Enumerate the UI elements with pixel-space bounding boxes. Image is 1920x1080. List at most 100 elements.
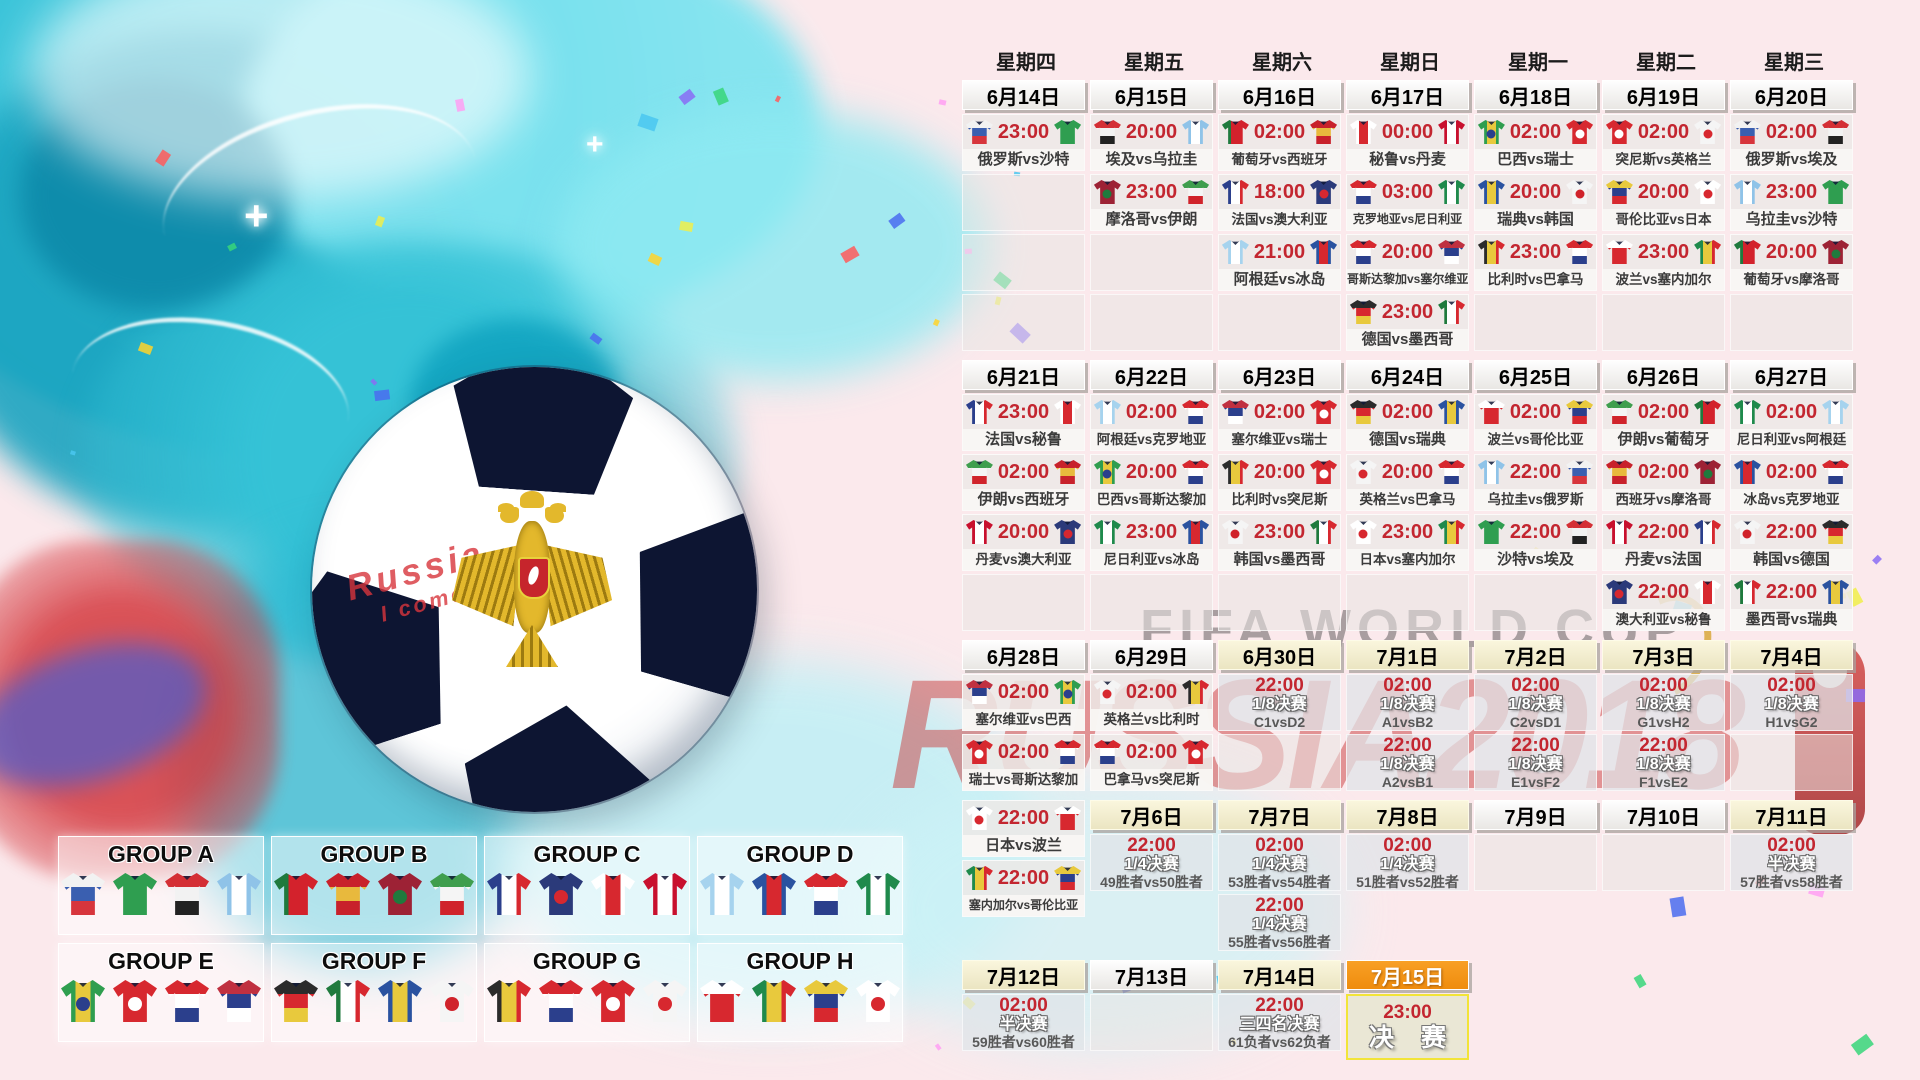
empty-cell: [1730, 294, 1853, 351]
team-shirt-icon: [591, 980, 635, 1022]
knockout-stage-label: 半决赛: [1767, 856, 1816, 873]
final-label: 决 赛: [1369, 1023, 1456, 1052]
date-pill: 6月29日: [1090, 640, 1213, 670]
date-pill: 7月2日: [1474, 640, 1597, 670]
shirt-collar: [1318, 240, 1329, 245]
shirt-badge: [1614, 589, 1624, 599]
knockout-teams-label: 61负者vs62负者: [1228, 1034, 1331, 1050]
team-shirt-icon: [1733, 400, 1761, 424]
crest-shield: [518, 557, 550, 599]
match-time: 22:00: [1509, 460, 1562, 483]
match-time: 02:00: [1125, 680, 1178, 703]
group-shirts-row: [272, 980, 476, 1022]
team-shirt-icon: [1349, 400, 1377, 424]
knockout-teams-label: 59胜者vs60胜者: [972, 1034, 1075, 1050]
weekday-label: 星期日: [1380, 52, 1440, 74]
group-label: GROUP D: [746, 841, 854, 867]
team-shirt-icon: [804, 873, 848, 915]
team-shirt-icon: [1182, 180, 1210, 204]
team-shirt-icon: [1438, 180, 1466, 204]
match-row: 20:00: [1475, 175, 1596, 209]
shirt-collar: [1486, 180, 1497, 185]
team-shirt-icon: [1438, 400, 1466, 424]
match-time: 02:00: [1125, 400, 1178, 423]
crest-horse: [526, 565, 541, 586]
date-pill: 7月13日: [1090, 960, 1213, 990]
shirt-collar: [128, 980, 142, 987]
shirt-collar: [1446, 240, 1457, 245]
match-row: 22:00: [1475, 455, 1596, 489]
match-row: 23:00: [1091, 175, 1212, 209]
shirt-badge: [1358, 469, 1368, 479]
team-shirt-icon: [539, 980, 583, 1022]
shirt-collar: [1702, 460, 1713, 465]
team-shirt-icon: [430, 980, 474, 1022]
match-teams-label: 日本vs波兰: [963, 835, 1084, 856]
shirt-collar: [658, 980, 672, 987]
team-shirt-icon: [1093, 520, 1121, 544]
calendar-section: 22:00 日本vs波兰 22:00 塞内加尔vs哥伦比亚 7月6日 22:00 1/4决赛…: [962, 800, 1862, 954]
match-cell: 22:00 韩国vs德国: [1730, 514, 1853, 571]
match-row: 02:00: [1091, 675, 1212, 709]
match-cell: 02:00 巴西vs瑞士: [1474, 114, 1597, 171]
white-foam-blob: [30, 0, 530, 200]
knockout-teams-label: 49胜者vs50胜者: [1100, 874, 1203, 890]
team-shirt-icon: [1093, 400, 1121, 424]
team-shirt-icon: [1733, 240, 1761, 264]
shirt-collar: [1574, 460, 1585, 465]
empty-cell: [1474, 294, 1597, 351]
match-teams-label: 德国vs瑞典: [1347, 429, 1468, 450]
calendar-day-column: 6月19日 02:00 突尼斯vs英格兰 20:00 哥伦比亚vs日本 23:00 波兰vs…: [1602, 80, 1730, 354]
calendar-day-column: 6月23日 02:00 塞尔维亚vs瑞士 20:00 比利时vs突尼斯 23:00 韩国vs…: [1218, 360, 1346, 634]
shirt-badge: [1102, 689, 1112, 699]
shirt-collar: [606, 873, 620, 880]
empty-cell: [1218, 574, 1341, 631]
final-time: 23:00: [1383, 1001, 1432, 1023]
knockout-teams-label: C2vsD1: [1509, 714, 1562, 730]
shirt-collar: [1446, 300, 1457, 305]
match-teams-label: 瑞典vs韩国: [1475, 209, 1596, 230]
match-time: 02:00: [1765, 460, 1818, 483]
match-time: 23:00: [1637, 240, 1690, 263]
match-cell: 02:00 德国vs瑞典: [1346, 394, 1469, 451]
match-time: 03:00: [1381, 180, 1434, 203]
match-time: 22:00: [997, 806, 1050, 829]
shirt-collar: [1190, 740, 1201, 745]
match-cell: 02:00 冰岛vs克罗地亚: [1730, 454, 1853, 511]
match-cell: 20:00 比利时vs突尼斯: [1218, 454, 1341, 511]
team-shirt-icon: [1566, 240, 1594, 264]
match-cell: 23:00 日本vs塞内加尔: [1346, 514, 1469, 571]
group-box: GROUP B: [271, 836, 477, 935]
shirt-collar: [1742, 460, 1753, 465]
shirt-collar: [974, 460, 985, 465]
match-teams-label: 日本vs塞内加尔: [1347, 549, 1468, 570]
knockout-stage-label: 1/8决赛: [1636, 756, 1691, 773]
shirt-badge: [1102, 189, 1112, 199]
knockout-time: 02:00: [1767, 675, 1816, 696]
knockout-cell: 02:00 1/4决赛 53胜者vs54胜者: [1218, 834, 1341, 891]
match-row: 02:00: [963, 675, 1084, 709]
match-time: 23:00: [1509, 240, 1562, 263]
shirt-badge: [445, 997, 459, 1012]
shirt-collar: [1574, 180, 1585, 185]
knockout-time: 22:00: [1255, 895, 1304, 916]
date-pill: 6月24日: [1346, 360, 1469, 390]
shirt-badge: [658, 997, 672, 1012]
shirt-collar: [289, 980, 303, 987]
team-shirt-icon: [1438, 520, 1466, 544]
knockout-time: 02:00: [1383, 675, 1432, 696]
group-box: GROUP F: [271, 943, 477, 1042]
shirt-badge: [1319, 189, 1329, 199]
match-row: 23:00: [1347, 295, 1468, 329]
empty-cell: [1602, 834, 1725, 891]
shirt-collar: [445, 873, 459, 880]
calendar-section: 6月28日 02:00 塞尔维亚vs巴西 02:00 瑞士vs哥斯达黎加 6月29日 02:…: [962, 640, 1862, 794]
group-box: GROUP E: [58, 943, 264, 1042]
shirt-badge: [1703, 189, 1713, 199]
date-pill: 6月16日: [1218, 80, 1341, 110]
match-time: 02:00: [1509, 120, 1562, 143]
team-shirt-icon: [1477, 120, 1505, 144]
match-teams-label: 丹麦vs法国: [1603, 549, 1724, 570]
knockout-teams-label: A1vsB2: [1381, 714, 1434, 730]
knockout-stage-label: 1/8决赛: [1380, 696, 1435, 713]
